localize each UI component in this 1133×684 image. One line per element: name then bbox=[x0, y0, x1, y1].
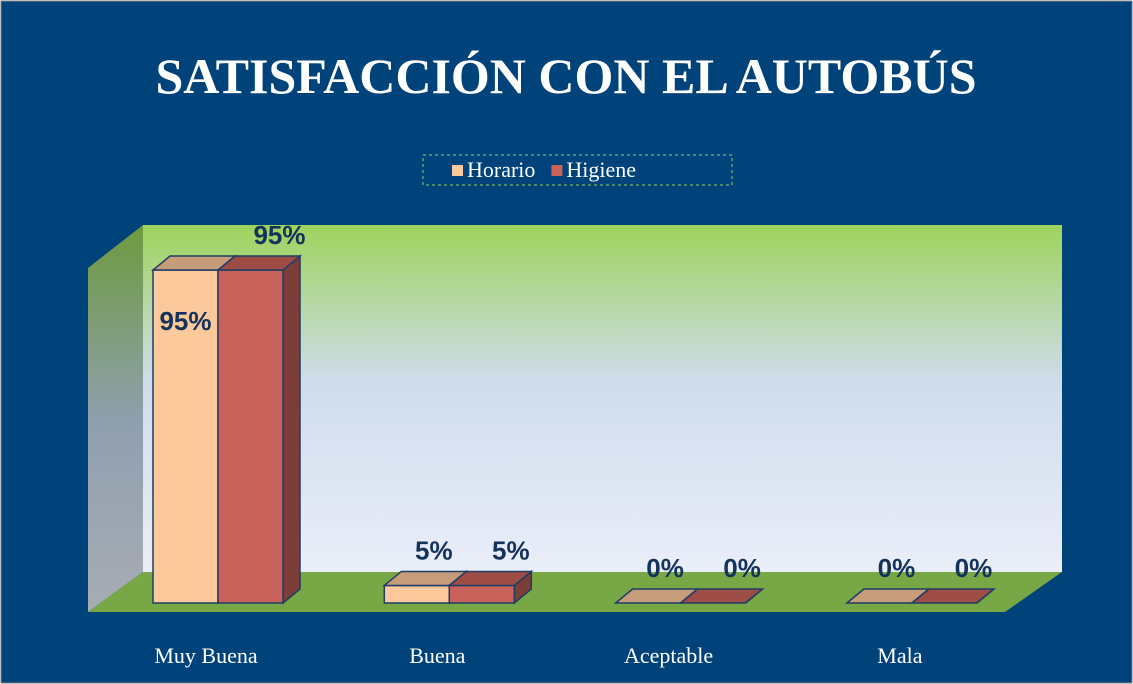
data-label: 0% bbox=[723, 553, 761, 583]
legend-label: Higiene bbox=[566, 157, 636, 182]
bar-top bbox=[678, 588, 765, 604]
legend-box bbox=[422, 154, 733, 186]
data-label: 0% bbox=[646, 553, 684, 583]
x-tick-label: Aceptable bbox=[624, 643, 713, 668]
legend-swatch bbox=[551, 165, 563, 176]
bar bbox=[448, 584, 516, 604]
bar bbox=[383, 584, 451, 604]
x-tick-label: Muy Buena bbox=[154, 643, 258, 668]
data-label: 0% bbox=[878, 553, 916, 583]
chart-title: SATISFACCIÓN CON EL AUTOBÚS bbox=[155, 48, 976, 104]
bar-top bbox=[447, 570, 534, 587]
back-wall bbox=[143, 225, 1062, 572]
x-tick-label: Mala bbox=[877, 643, 922, 668]
floor bbox=[88, 572, 1062, 612]
data-label: 0% bbox=[955, 553, 993, 583]
bar-side bbox=[282, 254, 301, 605]
bar-top bbox=[909, 588, 996, 604]
data-label: 95% bbox=[253, 220, 305, 250]
bar bbox=[217, 269, 284, 604]
side-wall bbox=[88, 225, 143, 612]
legend-swatch bbox=[452, 165, 463, 176]
legend-label: Horario bbox=[467, 157, 535, 182]
data-label: 95% bbox=[159, 306, 211, 336]
x-tick-label: Buena bbox=[409, 643, 465, 668]
bar-top bbox=[215, 255, 303, 271]
bar bbox=[152, 269, 219, 604]
data-label: 5% bbox=[415, 535, 453, 565]
data-label: 5% bbox=[492, 535, 530, 565]
